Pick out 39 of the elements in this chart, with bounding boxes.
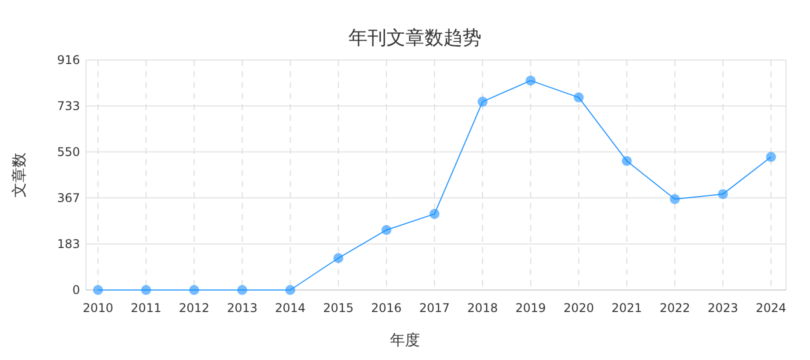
chart-title: 年刊文章数趋势	[348, 27, 482, 49]
point	[526, 76, 536, 86]
point	[285, 285, 296, 295]
y-axis-title: 文章数	[10, 152, 28, 198]
x-tick-label: 2022	[660, 301, 690, 315]
point	[333, 253, 344, 264]
y-tick-label: 733	[57, 98, 80, 113]
point	[574, 92, 584, 102]
point	[622, 156, 632, 166]
point	[141, 285, 152, 295]
x-axis-title: 年度	[390, 331, 420, 349]
x-tick-label: 2013	[226, 301, 258, 315]
y-tick-label: 916	[57, 53, 80, 67]
x-tick-label: 2015	[323, 301, 354, 315]
x-tick-label: 2014	[275, 301, 306, 315]
point	[430, 208, 440, 219]
x-tick-label: 2017	[419, 301, 450, 315]
point	[478, 96, 488, 107]
y-tick-label: 0	[72, 283, 80, 297]
x-tick-label: 2021	[612, 301, 642, 315]
point	[381, 224, 392, 235]
x-tick-label: 2016	[371, 301, 402, 315]
x-tick-label: 2018	[467, 301, 498, 315]
point	[718, 189, 728, 200]
point	[189, 285, 200, 295]
x-tick-label: 2023	[708, 301, 738, 315]
point	[670, 194, 680, 204]
x-tick-label: 2012	[178, 301, 210, 315]
y-tick-label: 367	[57, 190, 80, 205]
point	[766, 152, 776, 162]
x-tick-label: 2019	[515, 301, 546, 315]
x-tick-label: 2010	[82, 301, 114, 315]
y-tick-label: 183	[57, 237, 80, 252]
point	[93, 285, 103, 295]
x-tick-label: 2020	[563, 301, 594, 315]
x-tick-label: 2011	[130, 301, 162, 315]
point	[237, 285, 248, 295]
x-tick-label: 2024	[756, 301, 786, 315]
y-tick-label: 550	[57, 144, 80, 159]
